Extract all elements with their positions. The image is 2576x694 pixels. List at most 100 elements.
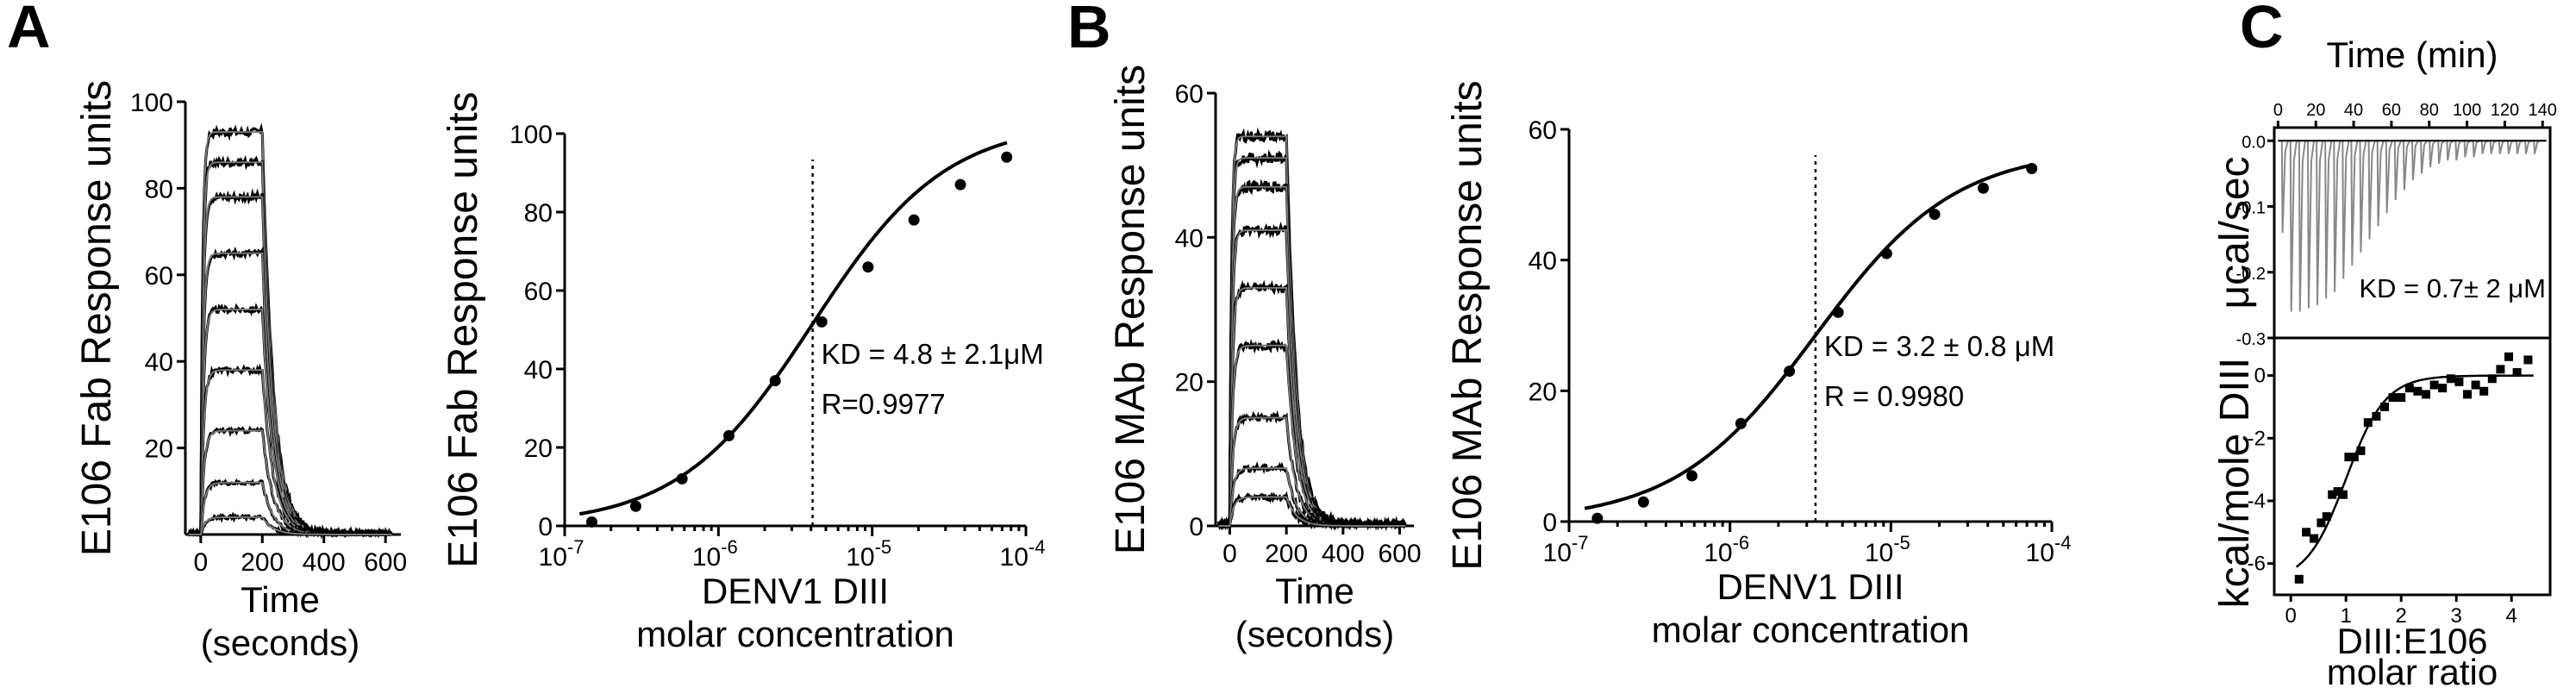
bottom-y-axis-label: kcal/mole DIII [2212,358,2258,609]
top-x-tick-label: 120 [2491,101,2519,120]
x-tick-label: 400 [1322,540,1365,568]
x-tick-exponent: -4 [2054,532,2072,553]
data-point [722,429,735,441]
x-tick-exponent: -5 [1893,532,1910,553]
itc-data-point [2388,393,2398,403]
data-point [769,375,781,387]
itc-data-point [2429,380,2439,390]
data-point [908,214,920,226]
bottom-x-tick-label: 2 [2396,604,2407,628]
x-tick-exponent: -5 [875,536,892,558]
y-tick-label: 0 [1189,513,1204,541]
top-x-tick-label: 60 [2382,101,2401,120]
x-tick-exponent: -7 [567,536,585,558]
x-axis-label-line2: molar concentration [1652,610,1970,650]
sensorgram-trace [188,154,392,539]
data-point [862,261,874,273]
x-tick-label: 200 [1265,540,1308,568]
x-axis-label: Time [1275,571,1354,611]
bottom-y-tick-label: -6 [2248,553,2266,576]
itc-data-point [2322,512,2331,522]
x-tick-label: 10-5 [846,536,891,572]
sensorgram-model-fit [1218,185,1406,527]
data-point [1929,209,1941,221]
itc-data-point [2349,453,2359,462]
top-y-tick-label: 0.0 [2241,133,2266,152]
sensorgram-trace [188,122,392,539]
x-axis-label-line2: molar concentration [636,614,954,654]
x-tick-label: 200 [241,548,284,577]
fit-curve [1584,163,2033,510]
y-axis-label: E106 MAb Response units [1445,80,1491,570]
itc-data-point [2294,574,2304,584]
bottom-x-tick-label: 1 [2341,604,2352,628]
kd-annotation: KD = 3.2 ± 0.8 μM [1824,330,2054,362]
y-tick-label: 0 [538,513,553,541]
top-y-tick-label: -0.3 [2236,330,2266,349]
y-tick-label: 20 [1529,378,1557,406]
x-tick-label: 0 [1222,540,1237,568]
y-tick-label: 20 [524,435,553,463]
time-axis-title: Time (min) [2326,34,2498,75]
sensorgram-trace [1218,149,1406,532]
x-axis-label: Time [241,579,320,620]
sensorgram-A1: 20 40 60 80 100 0 200 400 600 E106 Fab Response u… [74,80,407,663]
x-tick-label: 10-7 [539,536,585,572]
x-tick-label: 600 [1379,540,1422,568]
y-tick-label: 40 [524,356,553,385]
y-tick-label: 20 [145,435,173,464]
y-axis-label: E106 Fab Response units [74,80,120,556]
itc-data-point [2523,355,2533,365]
data-point [1784,366,1796,378]
bottom-x-tick-label: 3 [2451,604,2462,628]
bottom-x-axis-label-line2: molar ratio [2327,652,2498,690]
r-annotation: R = 0.9980 [1824,380,1964,412]
x-axis-label-line2: (seconds) [201,622,360,663]
y-tick-label: 60 [145,262,173,291]
data-point [1880,247,1892,259]
itc-data-point [2438,384,2448,393]
sensorgram-trace [1218,178,1406,532]
itc-data-point [2512,367,2522,377]
sensorgram-trace [187,246,392,540]
bottom-y-tick-label: -2 [2248,427,2266,450]
top-x-tick-label: 20 [2306,101,2325,120]
kd-annotation: KD = 4.8 ± 2.1μM [822,338,1044,370]
bottom-y-tick-label: 0 [2254,365,2266,388]
top-x-tick-label: 100 [2453,101,2481,120]
data-point [629,500,641,512]
itc-data-point [2496,365,2505,374]
itc-data-point [2339,490,2348,499]
sensorgram-model-fit [188,196,392,535]
itc-data-point [2422,390,2430,399]
x-axis-label: DENV1 DIII [702,571,889,611]
data-point [1977,182,1989,194]
x-tick-label: 10-6 [1704,532,1749,567]
itc-data-point [2302,528,2311,537]
binding-B2: 0 20 40 60 10-7 10-6 10-5 10-4 KD = 3.2 ± 0.8 μM… [1445,80,2071,650]
sensorgram-model-fit [1218,229,1406,527]
data-point [2026,163,2038,174]
bottom-y-tick-label: -4 [2248,490,2266,513]
itc-data-point [2372,411,2381,421]
data-point [676,472,688,485]
y-tick-label: 100 [130,89,173,117]
top-x-tick-label: 40 [2344,101,2363,120]
bottom-x-axis-label: DIII:E106 [2336,621,2487,661]
x-tick-label: 0 [194,548,209,577]
panel-letter-c: C [2240,0,2284,60]
y-tick-label: 0 [1542,509,1557,537]
itc-frame [2273,126,2552,597]
itc-data-point [2363,418,2373,428]
panel-letter-b: B [1067,0,1111,60]
sensorgram-model-fit [188,516,392,535]
itc-data-point [2310,534,2319,543]
data-point [816,316,828,328]
panel-letter-a: A [7,0,51,60]
itc-fit-curve [2295,374,2534,568]
itc-data-point [2413,386,2423,396]
y-tick-label: 80 [524,199,553,228]
